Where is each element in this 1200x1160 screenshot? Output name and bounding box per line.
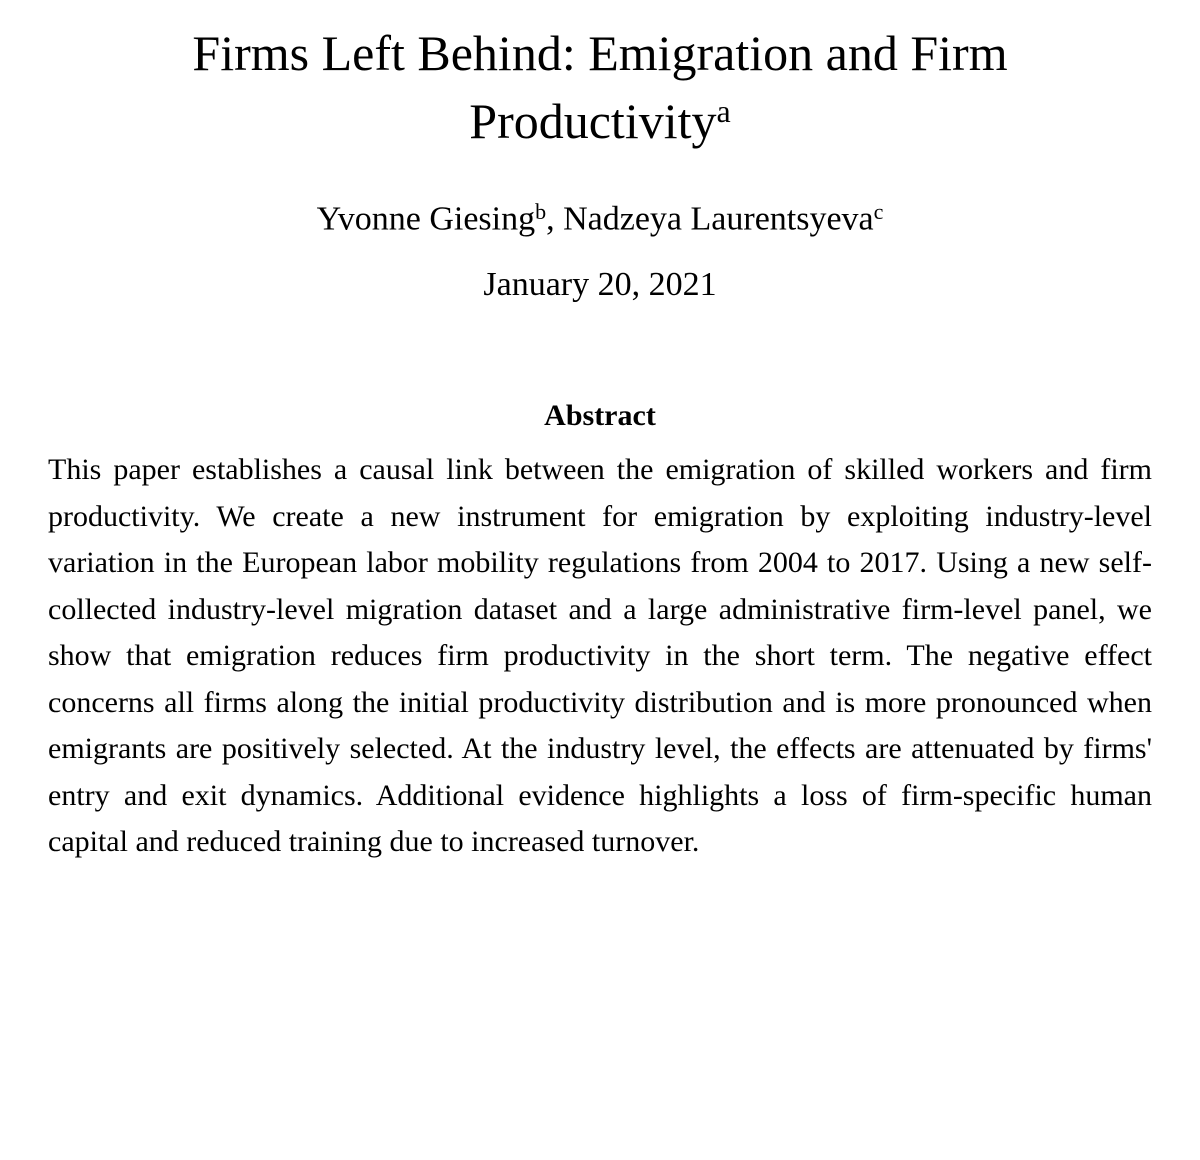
- title-line-2-text: Productivity: [469, 93, 716, 149]
- author-1-affil-marker: b: [535, 199, 546, 224]
- abstract-body: This paper establishes a causal link bet…: [48, 447, 1152, 866]
- title-footnote-marker: a: [717, 93, 731, 129]
- author-1-name: Yvonne Giesing: [317, 200, 536, 237]
- title-line-1: Firms Left Behind: Emigration and Firm: [192, 25, 1007, 81]
- author-2-name: Nadzeya Laurentsyeva: [563, 200, 874, 237]
- paper-date: January 20, 2021: [48, 266, 1152, 304]
- author-separator: ,: [546, 200, 555, 237]
- abstract-heading: Abstract: [48, 399, 1152, 433]
- paper-title: Firms Left Behind: Emigration and Firm P…: [48, 20, 1152, 155]
- author-2-affil-marker: c: [874, 199, 884, 224]
- authors-line: Yvonne Giesingb, Nadzeya Laurentsyevac: [48, 197, 1152, 238]
